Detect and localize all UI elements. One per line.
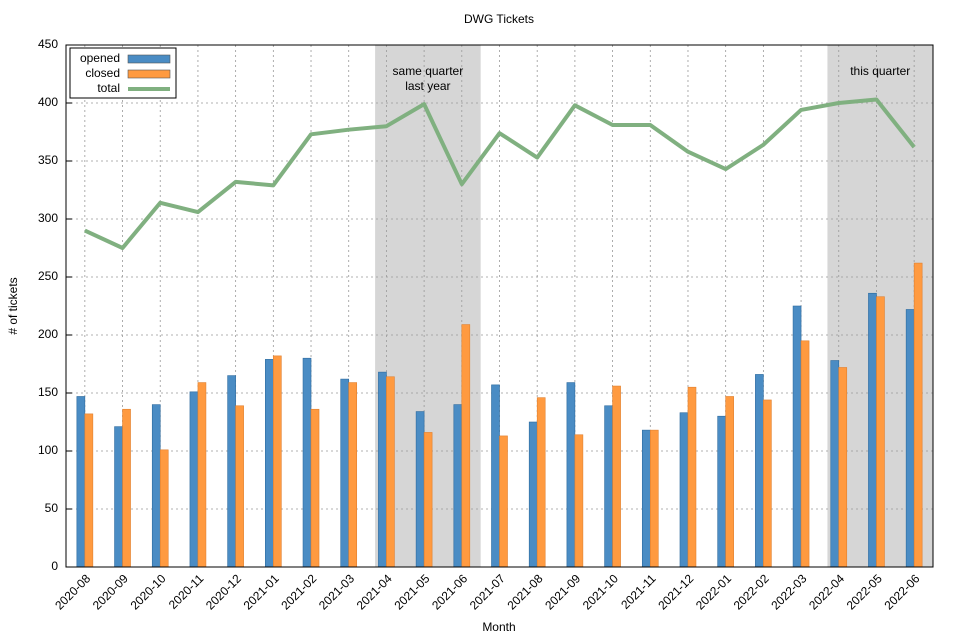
bar (340, 378, 350, 568)
x-tick-label: 2022-03 (768, 571, 809, 612)
bar (499, 435, 508, 568)
x-tick-label: 2021-06 (429, 571, 470, 612)
legend-label: closed (85, 66, 120, 80)
bar (491, 384, 500, 568)
x-tick-label: 2021-11 (618, 571, 659, 612)
bar (227, 375, 236, 568)
bar (415, 411, 425, 568)
bar (235, 405, 244, 568)
bar (876, 296, 885, 568)
bar (687, 386, 697, 568)
x-tick-label: 2021-02 (278, 571, 319, 612)
bar (792, 305, 802, 568)
y-tick-label: 50 (45, 501, 59, 515)
x-tick-label: 2020-09 (90, 571, 131, 612)
bar (800, 340, 810, 568)
bar (84, 413, 94, 568)
x-tick-label: 2021-12 (655, 571, 696, 612)
bar (574, 434, 584, 568)
x-tick-label: 2021-05 (391, 571, 432, 612)
bar (273, 355, 282, 568)
x-tick-label: 2022-05 (844, 571, 885, 612)
chart-title: DWG Tickets (464, 12, 534, 26)
x-tick-label: 2020-11 (166, 571, 207, 612)
x-tick-label: 2021-08 (505, 571, 546, 612)
x-tick-label: 2022-06 (881, 571, 922, 612)
bar (310, 408, 320, 568)
bar (763, 399, 772, 568)
x-tick-label: 2021-01 (241, 571, 282, 612)
bar (461, 324, 471, 568)
bar (536, 397, 546, 568)
bar (612, 385, 621, 568)
x-tick-label: 2021-03 (316, 571, 357, 612)
bar (122, 408, 131, 568)
y-tick-label: 100 (38, 443, 58, 457)
bar (265, 359, 274, 568)
bar (755, 374, 764, 568)
x-tick-label: 2021-07 (467, 571, 508, 612)
x-tick-label: 2021-09 (542, 571, 583, 612)
bar (905, 309, 915, 568)
x-tick-label: 2022-04 (806, 571, 847, 612)
bar (528, 421, 538, 568)
y-axis-label: # of tickets (6, 277, 20, 334)
bar (717, 415, 726, 568)
y-tick-label: 300 (38, 211, 58, 225)
bar (913, 262, 923, 568)
x-tick-label: 2020-08 (52, 571, 93, 612)
bar (604, 405, 613, 568)
y-tick-label: 200 (38, 327, 58, 341)
bar (641, 429, 651, 568)
legend-swatch (127, 54, 171, 64)
bar (114, 426, 123, 568)
x-tick-label: 2020-12 (203, 571, 244, 612)
plot-frame (65, 44, 934, 568)
x-tick-label: 2022-02 (731, 571, 772, 612)
bar (830, 360, 840, 568)
x-tick-label: 2021-04 (354, 571, 395, 612)
y-tick-label: 400 (38, 95, 58, 109)
bar (159, 449, 169, 568)
highlight-label: last year (405, 79, 450, 93)
bar (649, 429, 659, 568)
bar (679, 412, 689, 568)
line (84, 97, 916, 250)
x-tick-label: 2021-10 (580, 571, 621, 612)
x-tick-label: 2022-01 (693, 571, 734, 612)
y-tick-label: 0 (51, 559, 58, 573)
bar (868, 292, 877, 568)
legend-swatch (127, 69, 171, 79)
bar (378, 371, 387, 568)
bar (725, 396, 734, 568)
legend-label: total (97, 81, 120, 95)
legend-label: opened (80, 51, 120, 65)
bar (348, 382, 358, 568)
bar (151, 404, 161, 568)
bar (838, 367, 848, 568)
y-tick-label: 350 (38, 153, 58, 167)
highlight-label: same quarter (393, 64, 464, 78)
y-tick-label: 450 (38, 37, 58, 51)
y-tick-label: 250 (38, 269, 58, 283)
bar (197, 382, 207, 568)
bar (386, 376, 395, 568)
bar (302, 357, 312, 568)
bar (453, 404, 463, 568)
y-tick-label: 150 (38, 385, 58, 399)
bar (423, 432, 433, 568)
bar (189, 391, 199, 568)
x-tick-label: 2020-10 (128, 571, 169, 612)
highlight-label: this quarter (850, 64, 910, 78)
bar (76, 396, 86, 568)
bar (566, 382, 576, 568)
x-axis-label: Month (482, 620, 515, 634)
